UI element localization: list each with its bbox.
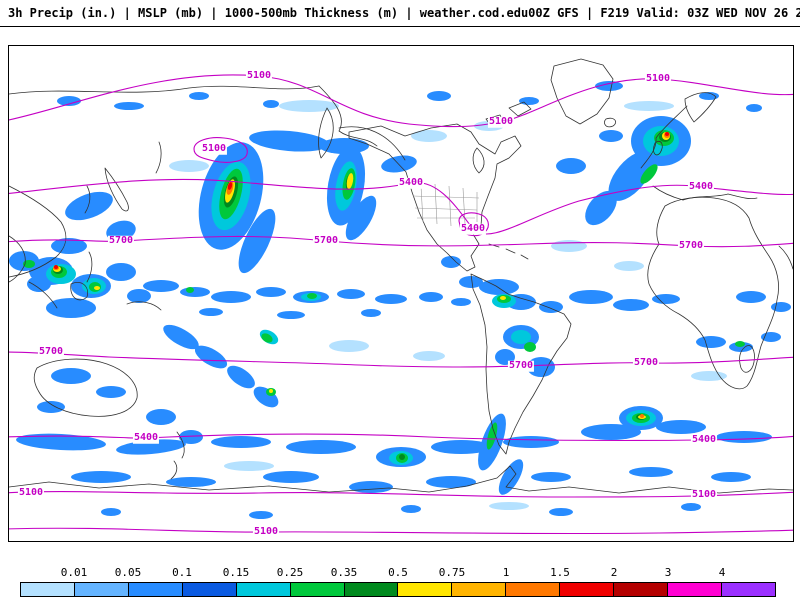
legend-label: 0.1 (172, 566, 192, 579)
legend-color-box (613, 582, 669, 597)
header-right-text: 00Z GFS | F219 Valid: 03Z WED NOV 26 202… (528, 6, 800, 20)
contour-label: 5700 (312, 234, 340, 247)
contour-label: 5100 (200, 142, 228, 155)
legend-color-box (235, 582, 291, 597)
contour-label: 5100 (245, 69, 273, 82)
legend-label: 4 (718, 566, 726, 579)
legend-label: 0.01 (60, 566, 88, 579)
contour-label: 5400 (687, 180, 715, 193)
legend-color-box (451, 582, 507, 597)
contour-label: 5400 (690, 433, 718, 446)
map-frame: 5100 5100 5100 5100 5400 5400 5400 5700 5700 5700… (8, 45, 794, 542)
legend-label: 1 (502, 566, 510, 579)
contour-label: 5100 (690, 488, 718, 501)
precip-layer (9, 81, 791, 519)
contour-label: 5700 (632, 356, 660, 369)
legend-label: 0.05 (114, 566, 142, 579)
contour-label: 5100 (17, 486, 45, 499)
legend-label: 0.35 (330, 566, 358, 579)
legend-color-box (397, 582, 453, 597)
contour-label: 5700 (507, 359, 535, 372)
legend-color-box (127, 582, 183, 597)
legend-label: 0.5 (388, 566, 408, 579)
legend-label: 0.15 (222, 566, 250, 579)
header-bar: 3h Precip (in.) | MSLP (mb) | 1000-500mb… (0, 0, 800, 27)
world-map-svg (9, 58, 793, 535)
contour-label: 5700 (107, 234, 135, 247)
legend-color-box (720, 582, 776, 597)
contour-label: 5700 (677, 239, 705, 252)
legend-color-box (667, 582, 722, 597)
legend-color-bar (20, 582, 776, 597)
legend-color-box (181, 582, 237, 597)
contour-label: 5400 (459, 222, 487, 235)
contour-label: 5100 (487, 115, 515, 128)
legend-color-box (20, 582, 75, 597)
contour-label: 5400 (132, 431, 160, 444)
contour-labels: 5100 5100 5100 5100 5400 5400 5400 5700 5700 5700… (9, 46, 793, 541)
legend-color-box (73, 582, 129, 597)
contour-label: 5100 (252, 525, 280, 538)
legend-color-box (559, 582, 615, 597)
legend-color-box (343, 582, 399, 597)
legend-label: 3 (664, 566, 672, 579)
header-left-text: 3h Precip (in.) | MSLP (mb) | 1000-500mb… (8, 6, 529, 20)
contour-label: 5100 (644, 72, 672, 85)
legend-color-box (505, 582, 561, 597)
contour-label: 5400 (397, 176, 425, 189)
legend-labels: 0.01 0.05 0.1 0.15 0.25 0.35 0.5 0.75 1 1.5 2 3 4 (20, 566, 776, 581)
precip-legend: 0.01 0.05 0.1 0.15 0.25 0.35 0.5 0.75 1 1.5 2 3 4 (20, 566, 776, 598)
legend-label: 0.25 (276, 566, 304, 579)
contour-label: 5700 (37, 345, 65, 358)
legend-label: 2 (610, 566, 618, 579)
legend-label: 0.75 (438, 566, 466, 579)
legend-label: 1.5 (550, 566, 570, 579)
legend-color-box (289, 582, 345, 597)
